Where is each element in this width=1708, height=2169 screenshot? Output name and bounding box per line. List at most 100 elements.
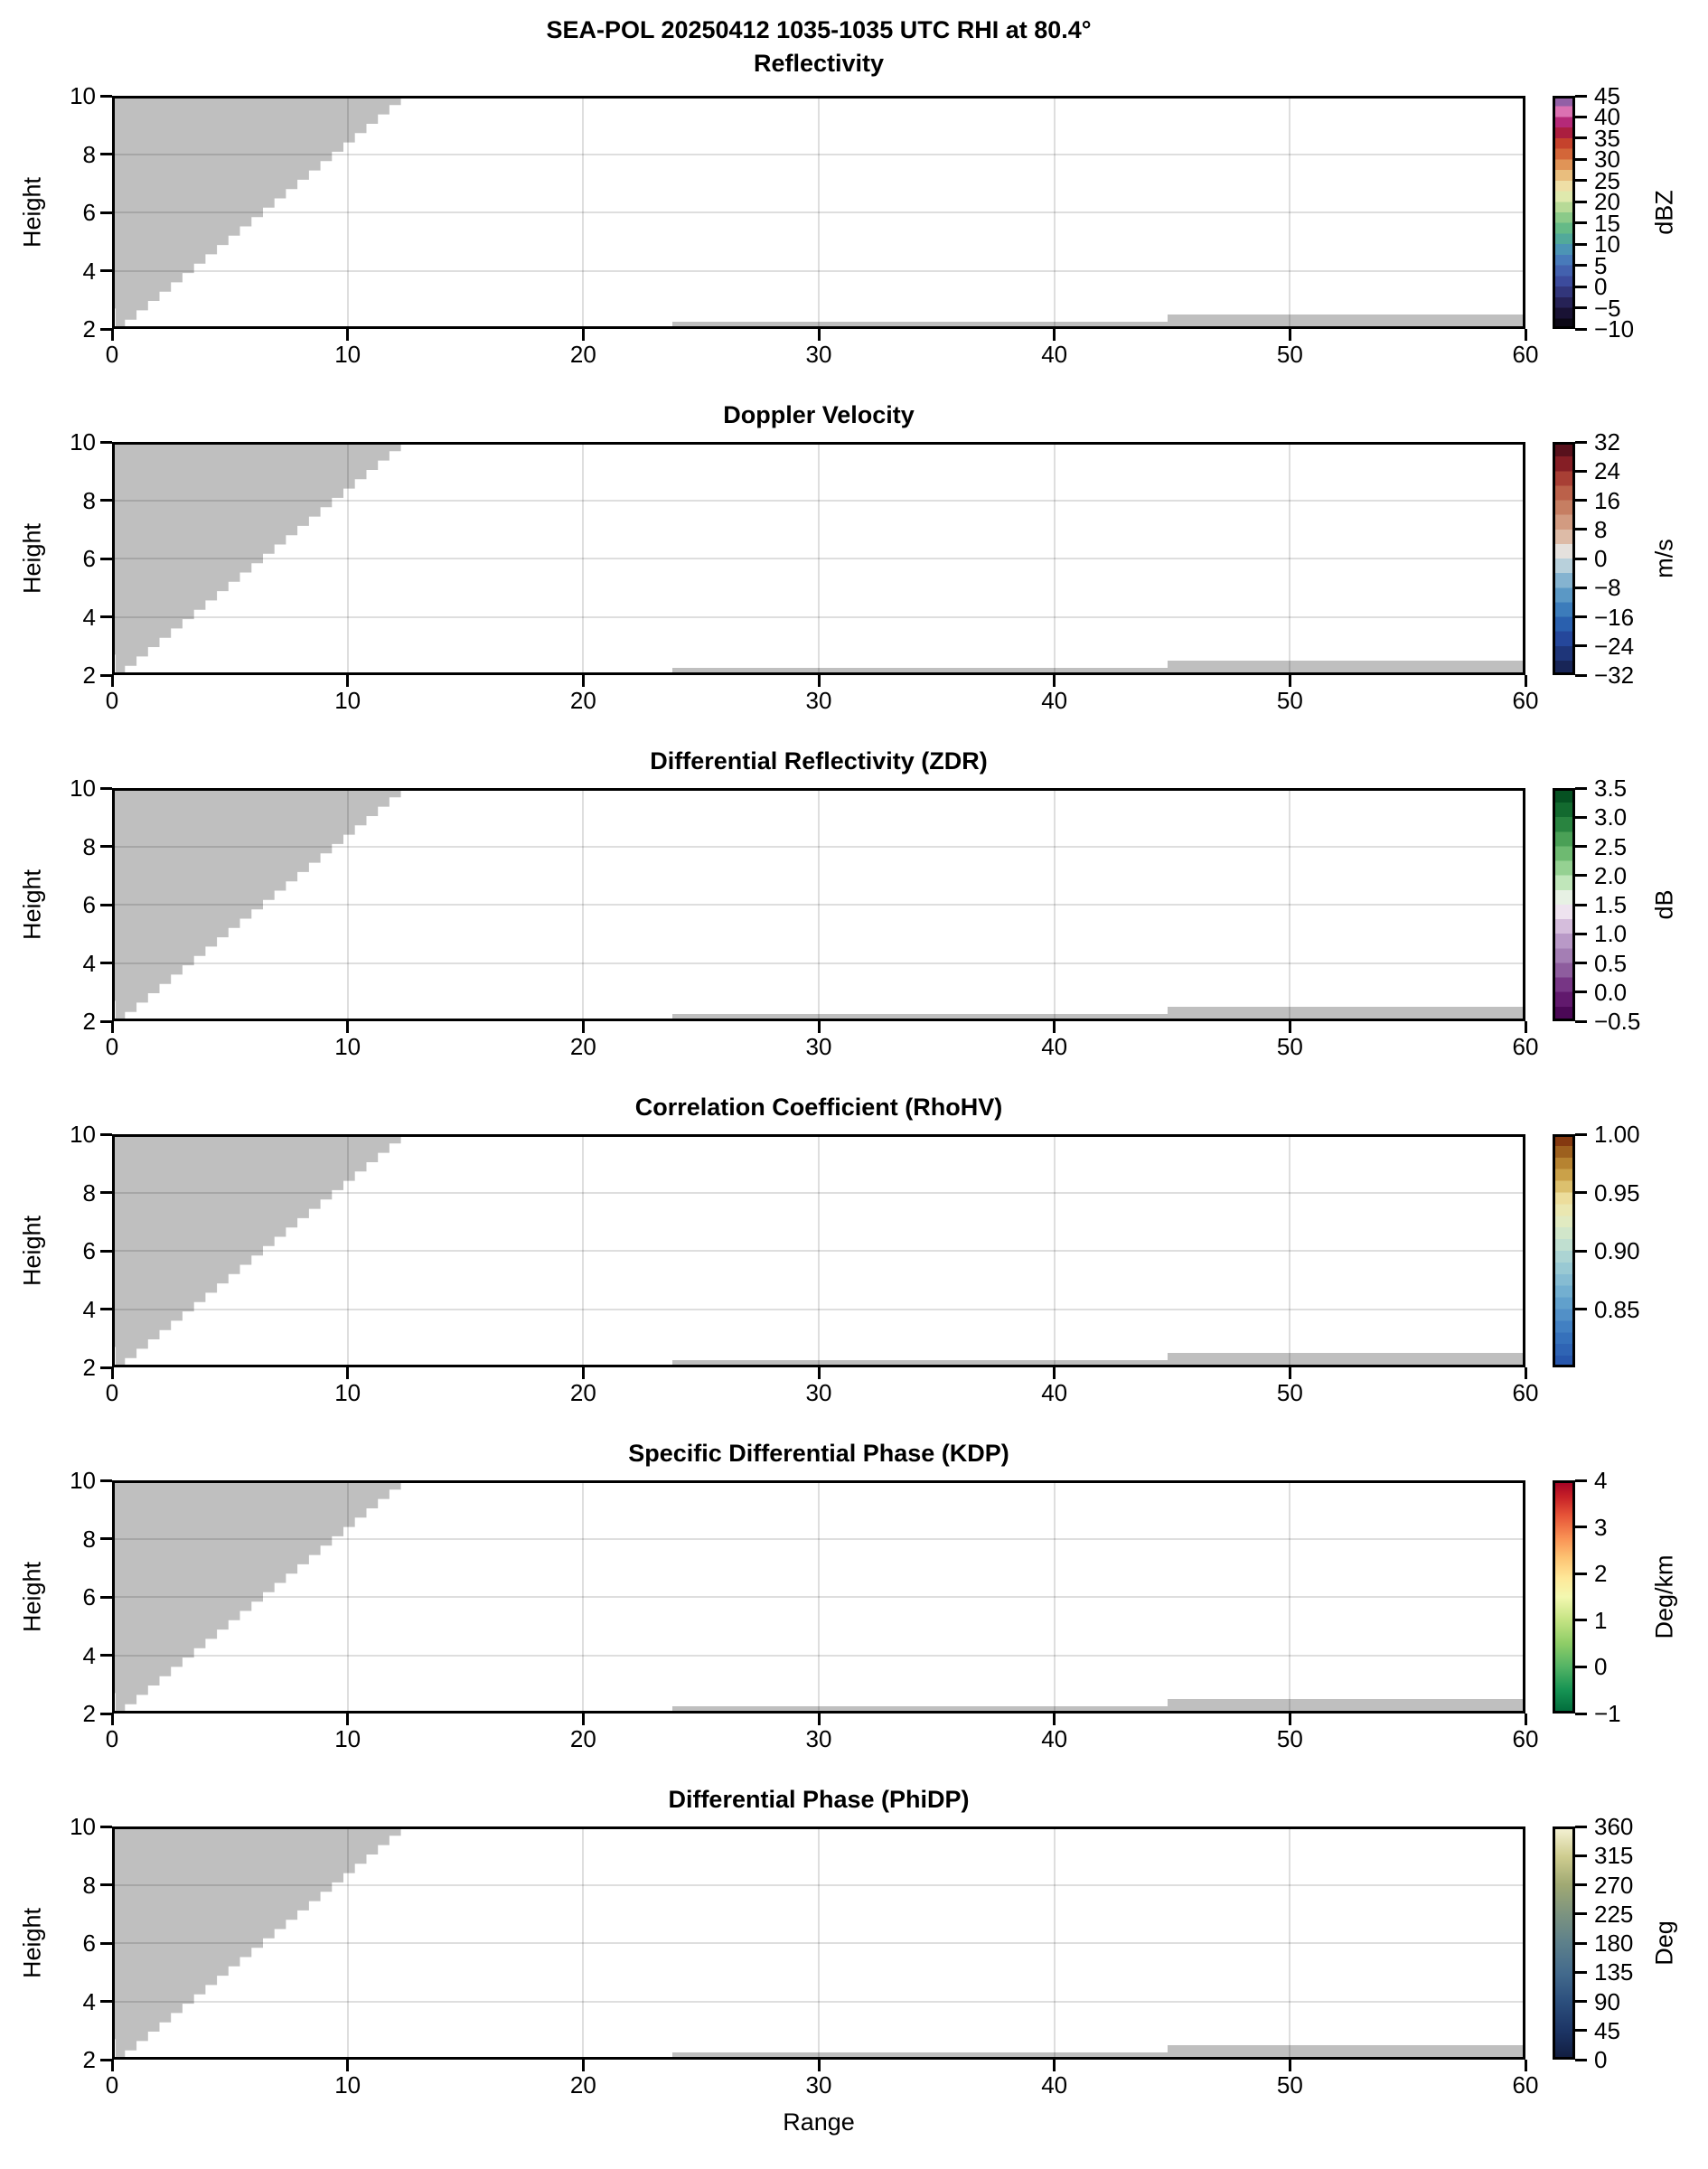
colorbar-tick-label: 1.5 [1594,891,1628,918]
y-tick-mark [100,1191,112,1194]
x-tick-mark [581,1021,585,1033]
x-tick-mark [1524,2060,1527,2071]
no-data-mask-strip [1167,2044,1525,2060]
colorbar-tick-mark [1575,644,1587,648]
x-tick-label: 40 [1041,341,1068,368]
colorbar-gradient [1553,442,1575,675]
y-tick-mark [100,2000,112,2003]
x-tick-mark [817,1714,821,1725]
colorbar-gradient [1553,788,1575,1021]
gridline-vertical [1289,788,1291,1021]
plot-area: 0 10 20 30 40 50 60 2 4 6 8 10 [70,1121,1538,1406]
gridline-horizontal [112,1883,1525,1886]
gridline-vertical [818,1134,820,1367]
x-tick-mark [346,329,350,341]
y-tick-label: 8 [82,486,96,514]
colorbar-tick-label: 2 [1594,1560,1608,1588]
colorbar-tick-mark [1575,264,1587,268]
x-tick-mark [1288,329,1291,341]
colorbar-tick-mark [1575,1249,1587,1253]
colorbar-gradient [1553,1134,1575,1367]
x-tick-label: 30 [805,687,832,714]
colorbar-tick-label: 0.85 [1594,1295,1640,1323]
colorbar-tick-label: 32 [1594,428,1620,455]
x-tick-mark [346,1367,350,1379]
colorbar-tick-label: 3.0 [1594,803,1628,831]
x-tick-mark [1053,1367,1056,1379]
colorbar-tick-label: 225 [1594,1900,1634,1928]
gridline-vertical [1053,788,1056,1021]
colorbar-tick-mark [1575,200,1587,203]
no-data-mask-strip [672,667,1525,675]
colorbar-tick-label: −8 [1594,574,1621,602]
no-data-mask-strip [672,321,1525,329]
plot-area: 0 10 20 30 40 50 60 2 4 6 8 10 [70,82,1538,368]
x-tick-mark [346,1714,350,1725]
gridline-vertical [818,442,820,675]
colorbar-tick-label: 0.95 [1594,1178,1640,1207]
colorbar-tick-mark [1575,586,1587,589]
colorbar: 1.00 0.95 0.90 0.85 [1553,1121,1640,1367]
y-tick-label: 6 [82,891,96,918]
y-tick-label: 6 [82,1930,96,1957]
y-tick-mark [100,440,112,444]
colorbar-tick-label: −5 [1594,294,1621,322]
gridline-vertical [1289,96,1291,329]
x-tick-mark [346,2060,350,2071]
x-tick-mark [110,329,114,341]
y-tick-mark [100,962,112,964]
colorbar-tick-label: 360 [1594,1813,1634,1840]
colorbar: 32 24 16 8 0 −8 −16 −24 −32 [1553,428,1634,689]
x-tick-label: 40 [1041,1033,1068,1060]
gridline-horizontal [112,962,1525,964]
colorbar-tick-label: 0 [1594,273,1608,301]
x-tick-mark [1053,1714,1056,1725]
colorbar-tick-label: 180 [1594,1930,1634,1957]
colorbar-gradient [1553,1480,1575,1714]
gridline-vertical [1053,1134,1056,1367]
y-tick-label: 2 [82,315,96,343]
gridline-vertical [1289,1826,1291,2060]
colorbar-tick-mark [1575,1019,1587,1023]
colorbar-tick-mark [1575,528,1587,531]
colorbar-tick-mark [1575,221,1587,225]
x-tick-label: 40 [1041,2071,1068,2099]
plot-area: 0 10 20 30 40 50 60 2 4 6 8 10 [70,428,1538,714]
colorbar-tick-label: 0 [1594,1653,1608,1681]
colorbar-tick-mark [1575,2000,1587,2003]
y-tick-label: 6 [82,545,96,572]
y-tick-label: 10 [70,1813,96,1840]
y-tick-mark [100,1712,112,1715]
gridline-horizontal [112,904,1525,906]
x-tick-mark [1288,675,1291,687]
x-tick-label: 30 [805,341,832,368]
colorbar-unit-label: Deg [1650,1920,1678,1966]
colorbar-tick-label: 24 [1594,457,1620,485]
colorbar-gradient [1553,96,1575,329]
x-tick-mark [110,1367,114,1379]
gridline-horizontal [112,2000,1525,2003]
colorbar-tick-mark [1575,1572,1587,1575]
colorbar-tick-label: −10 [1594,315,1635,343]
colorbar-tick-label: 2.5 [1594,832,1628,860]
panel-title: Specific Differential Phase (KDP) [628,1440,1009,1467]
y-tick-mark [100,211,112,214]
x-tick-mark [1524,675,1527,687]
gridline-horizontal [112,845,1525,848]
colorbar-tick-label: 15 [1594,209,1620,237]
colorbar-tick-label: 3 [1594,1513,1608,1541]
x-tick-label: 30 [805,2071,832,2099]
colorbar-tick-label: 8 [1594,515,1608,543]
x-tick-label: 0 [105,341,119,368]
gridline-horizontal [112,615,1525,618]
x-tick-label: 60 [1512,2071,1539,2099]
gridline-vertical [582,442,585,675]
x-tick-label: 40 [1041,687,1068,714]
colorbar-tick-mark [1575,179,1587,183]
colorbar-tick-mark [1575,557,1587,560]
y-tick-mark [100,1654,112,1657]
gridline-vertical [346,1480,349,1714]
colorbar-tick-mark [1575,615,1587,618]
x-tick-label: 20 [569,1379,596,1406]
colorbar-tick-label: 5 [1594,251,1608,279]
